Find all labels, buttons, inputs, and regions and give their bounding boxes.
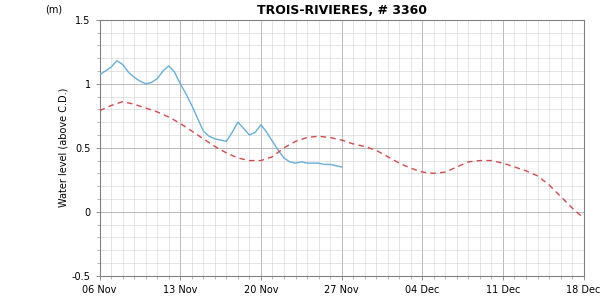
- Text: (m): (m): [45, 4, 62, 15]
- Y-axis label: Water level (above C.D.): Water level (above C.D.): [59, 88, 69, 208]
- Title: TROIS-RIVIERES, # 3360: TROIS-RIVIERES, # 3360: [257, 4, 427, 17]
